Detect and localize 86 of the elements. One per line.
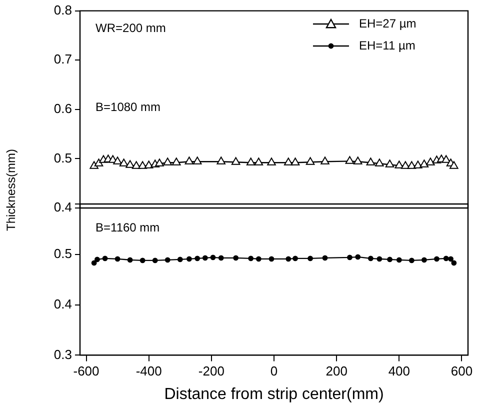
point xyxy=(407,161,416,169)
point xyxy=(94,256,100,262)
point xyxy=(155,158,164,166)
point xyxy=(322,255,328,261)
y-axis-title: Thickness(mm) xyxy=(4,148,18,231)
point xyxy=(216,156,226,164)
point xyxy=(184,156,194,164)
point xyxy=(396,257,402,263)
point xyxy=(248,256,254,262)
point xyxy=(353,156,362,164)
x-tick-label: 200 xyxy=(326,364,348,379)
point xyxy=(385,160,394,168)
point xyxy=(401,161,410,169)
point xyxy=(102,256,108,262)
point xyxy=(256,256,262,262)
x-tick-label: -600 xyxy=(73,364,100,379)
point xyxy=(218,255,224,261)
point xyxy=(144,160,154,168)
point xyxy=(347,254,352,260)
point xyxy=(442,155,450,163)
point xyxy=(127,257,133,263)
point xyxy=(308,256,313,262)
point xyxy=(254,158,264,166)
annotation: WR=200 mm xyxy=(96,20,166,35)
point xyxy=(164,257,170,263)
point xyxy=(366,158,376,166)
point xyxy=(246,158,256,166)
point xyxy=(286,256,292,262)
x-tick-label: -200 xyxy=(198,364,224,379)
point xyxy=(368,256,374,262)
y-tick-label: 0.3 xyxy=(54,346,72,362)
y-tick-label: 0.5 xyxy=(54,246,72,261)
point xyxy=(292,256,298,262)
point xyxy=(152,258,158,264)
point xyxy=(355,254,361,260)
y-tick-label: 0.7 xyxy=(54,52,72,67)
x-tick-label: 400 xyxy=(388,364,410,379)
point xyxy=(408,258,414,264)
legend-label: EH=11 µm xyxy=(359,38,416,52)
point xyxy=(113,156,122,164)
x-tick-label: -400 xyxy=(136,364,162,379)
point xyxy=(114,256,120,262)
annotation: B=1080 mm xyxy=(96,100,161,114)
point xyxy=(421,257,427,263)
point xyxy=(320,156,330,164)
point xyxy=(345,156,354,164)
point xyxy=(210,254,216,260)
point xyxy=(290,158,300,166)
point xyxy=(194,256,200,262)
y-tick-label: 0.4 xyxy=(54,296,72,312)
point xyxy=(119,158,128,166)
point xyxy=(202,255,208,261)
point xyxy=(426,158,435,166)
point xyxy=(450,161,458,169)
point xyxy=(414,160,422,168)
y-tick-label: 0.4 xyxy=(54,200,72,215)
annotation: B=1160 mm xyxy=(96,220,160,234)
y-tick-label: 0.6 xyxy=(54,100,72,116)
point xyxy=(140,258,146,264)
y-tick-label: 0.8 xyxy=(54,2,72,18)
point xyxy=(163,158,172,166)
point xyxy=(177,256,183,262)
x-axis-title: Distance from strip center(mm) xyxy=(164,386,384,403)
point xyxy=(448,256,454,262)
point xyxy=(306,157,315,165)
point xyxy=(387,256,392,262)
point xyxy=(231,157,240,165)
x-tick-label: 0 xyxy=(270,364,278,379)
point xyxy=(233,255,239,261)
point xyxy=(284,158,293,166)
point xyxy=(376,256,382,262)
point xyxy=(186,256,192,262)
point xyxy=(267,158,276,166)
point xyxy=(268,256,274,262)
point xyxy=(126,160,134,168)
point xyxy=(172,158,181,166)
y-tick-label: 0.5 xyxy=(54,150,72,166)
x-tick-label: 600 xyxy=(450,364,473,379)
point xyxy=(434,256,440,262)
legend-label: EH=27 µm xyxy=(359,16,416,30)
point xyxy=(91,260,97,266)
point xyxy=(420,160,429,168)
point xyxy=(375,158,384,166)
point xyxy=(443,256,449,262)
point xyxy=(192,156,202,164)
point xyxy=(451,260,457,266)
